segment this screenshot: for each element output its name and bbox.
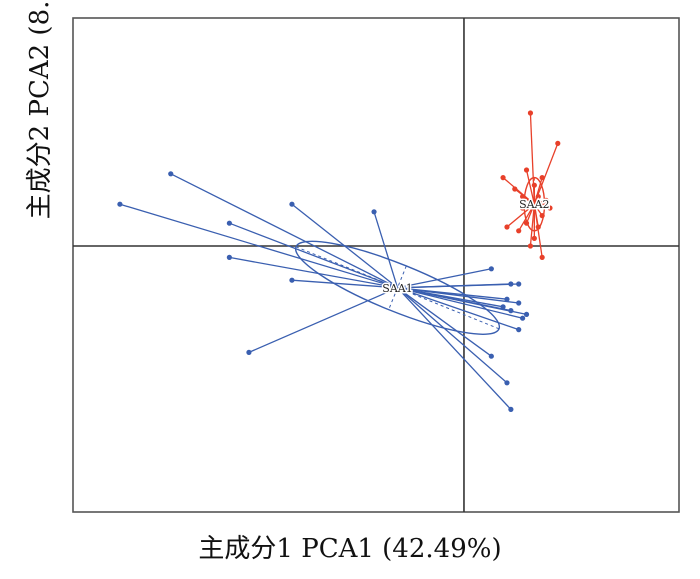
- saa2-spider-line: [529, 204, 535, 247]
- saa2-data-point: [500, 175, 506, 181]
- saa1-spider-line: [397, 287, 508, 300]
- saa2-data-point: [543, 197, 549, 203]
- saa2-data-point: [539, 175, 545, 181]
- saa2-data-point: [516, 228, 522, 234]
- saa1-data-point: [516, 300, 522, 306]
- saa1-data-point: [226, 254, 232, 260]
- saa1-spider-line: [229, 222, 398, 289]
- x-axis-label: 主成分1 PCA1 (42.49%): [198, 534, 502, 564]
- saa1-spider-line: [248, 287, 398, 353]
- saa1-data-point: [289, 201, 295, 207]
- saa1-centroid-label: SAA1: [382, 282, 412, 295]
- saa1-ellipse-minor-axis: [388, 265, 407, 310]
- saa1-spider-line: [397, 283, 519, 289]
- saa2-group: SAA2: [500, 110, 561, 260]
- saa1-spider-line: [397, 287, 512, 410]
- saa2-spider-line: [506, 203, 535, 228]
- saa2-data-point: [523, 220, 530, 226]
- saa2-data-point: [531, 235, 537, 241]
- saa1-data-point: [504, 296, 510, 302]
- saa2-data-point: [539, 213, 545, 219]
- saa2-data-point: [531, 182, 537, 188]
- saa2-spider-line: [529, 112, 535, 205]
- saa1-spider-line: [229, 256, 398, 289]
- saa1-spider-line: [291, 279, 398, 289]
- saa1-group: SAA1: [117, 171, 530, 412]
- saa1-data-point: [520, 315, 526, 321]
- saa1-data-point: [289, 277, 295, 283]
- saa2-data-point: [535, 194, 541, 200]
- saa1-data-point: [516, 327, 522, 333]
- saa2-centroid-label: SAA2: [519, 198, 549, 211]
- saa2-data-point: [520, 205, 526, 211]
- saa2-data-point: [547, 205, 553, 211]
- series-layer: SAA1 SAA2: [117, 110, 561, 412]
- saa2-spider-line: [525, 169, 535, 205]
- saa1-spider-line: [397, 287, 519, 331]
- saa1-data-point: [246, 349, 252, 355]
- saa2-data-point: [527, 110, 534, 116]
- saa1-data-point: [168, 171, 174, 177]
- saa1-data-point: [117, 201, 123, 207]
- saa1-data-point: [508, 406, 514, 412]
- saa1-data-point: [488, 266, 494, 272]
- saa2-data-point: [523, 167, 530, 173]
- saa1-spider-line: [291, 203, 398, 289]
- saa1-data-point: [500, 304, 506, 310]
- saa2-data-point: [527, 243, 534, 249]
- saa2-data-point: [504, 224, 510, 230]
- saa2-data-point: [555, 140, 561, 146]
- saa1-data-point: [488, 353, 494, 359]
- saa1-spider-line: [119, 203, 398, 289]
- saa1-spider-line: [397, 268, 492, 289]
- saa1-data-point: [516, 281, 522, 287]
- saa2-spider-line: [518, 203, 535, 232]
- saa1-spider-line: [170, 173, 398, 289]
- saa1-spider-line: [397, 287, 523, 319]
- saa1-spider-line: [397, 287, 492, 357]
- saa2-data-point: [539, 254, 545, 260]
- saa1-data-point: [371, 209, 377, 215]
- saa1-data-point: [523, 311, 530, 317]
- saa1-spider-line: [397, 287, 512, 312]
- saa1-data-point: [226, 220, 232, 226]
- saa2-data-point: [512, 186, 518, 192]
- saa1-data-point: [508, 308, 514, 314]
- y-axis-label: 主成分2 PCA2 (8.73%): [25, 0, 55, 220]
- saa1-spider-line: [373, 211, 399, 288]
- saa2-spider-line: [534, 203, 551, 209]
- saa1-spider-line: [397, 287, 508, 384]
- saa2-spider-line: [533, 177, 543, 205]
- saa1-data-point: [504, 380, 510, 386]
- saa2-data-point: [520, 194, 526, 200]
- saa2-spider-line: [533, 204, 543, 258]
- plot-frame: [72, 17, 680, 513]
